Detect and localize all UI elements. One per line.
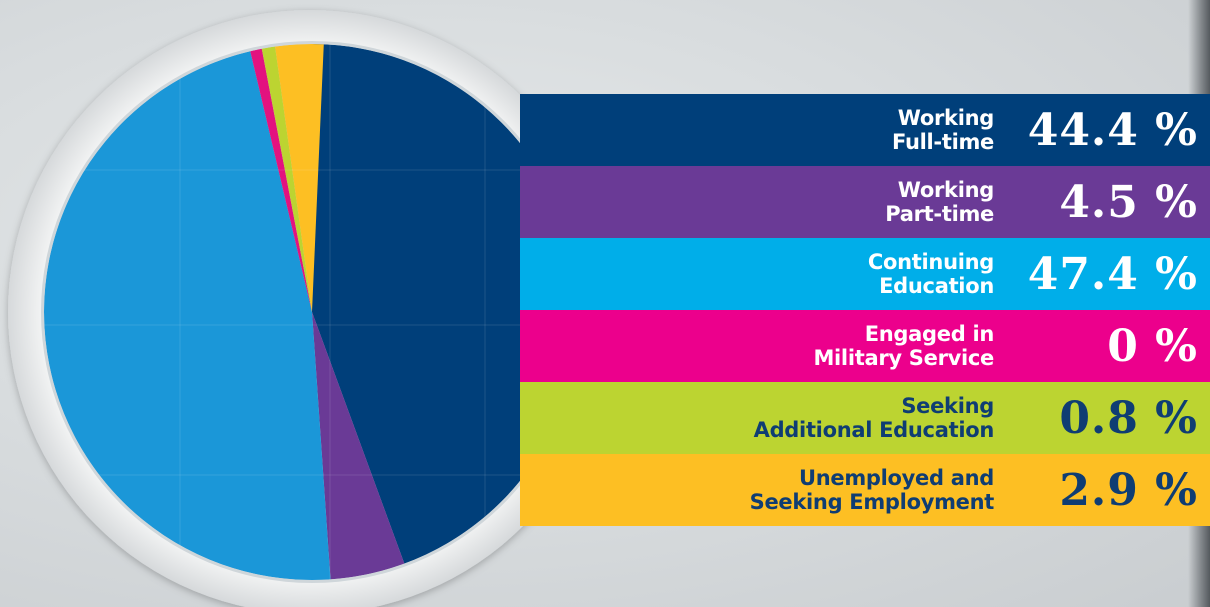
label-line-1: Working — [897, 106, 995, 130]
pie-slice-seeking-additional-education — [261, 46, 312, 313]
band-label: Engaged in Military Service — [813, 322, 1010, 370]
band-seeking-additional-education: Seeking Additional Education 0.8 % — [520, 382, 1210, 454]
label-line-2: Military Service — [813, 346, 994, 370]
band-continuing-education: Continuing Education 47.4 % — [520, 238, 1210, 310]
label-line-1: Engaged in — [864, 322, 995, 346]
band-value: 0 % — [1107, 320, 1198, 372]
band-value: 0.8 % — [1059, 392, 1198, 444]
band-label: Working Full-time — [892, 106, 1010, 154]
band-label: Working Part-time — [885, 178, 1010, 226]
band-label: Continuing Education — [868, 250, 1010, 298]
label-line-2: Full-time — [891, 130, 994, 154]
band-value: 47.4 % — [1027, 248, 1198, 300]
band-value: 2.9 % — [1059, 464, 1198, 516]
label-line-2: Additional Education — [753, 418, 995, 442]
band-unemployed-seeking-employment: Unemployed and Seeking Employment 2.9 % — [520, 454, 1210, 526]
pie-slice-working-part-time — [312, 312, 405, 580]
pie-slices — [44, 44, 580, 580]
label-line-2: Education — [879, 274, 994, 298]
band-value: 4.5 % — [1059, 176, 1198, 228]
pie-chart — [8, 10, 612, 607]
pie-slice-continuing-education — [44, 51, 331, 580]
band-working-part-time: Working Part-time 4.5 % — [520, 166, 1210, 238]
label-line-1: Continuing — [867, 250, 994, 274]
band-military-service: Engaged in Military Service 0 % — [520, 310, 1210, 382]
legend-bands: Working Full-time 44.4 % Working Part-time… — [520, 94, 1210, 526]
pie-svg — [8, 10, 612, 607]
label-line-2: Seeking Employment — [749, 490, 995, 514]
label-line-1: Unemployed and — [798, 466, 994, 490]
pie-slice-working-full-time — [312, 44, 580, 564]
label-line-1: Working — [897, 178, 995, 202]
band-label: Unemployed and Seeking Employment — [750, 466, 1010, 514]
label-line-2: Part-time — [885, 202, 994, 226]
pie-slice-unemployed-and-seeking-employment — [275, 44, 324, 313]
band-working-full-time: Working Full-time 44.4 % — [520, 94, 1210, 166]
label-line-1: Seeking — [901, 394, 994, 418]
pie-grid-overlay — [44, 44, 580, 580]
band-label: Seeking Additional Education — [754, 394, 1010, 442]
band-value: 44.4 % — [1027, 104, 1198, 156]
pie-slice-engaged-in-military-service — [250, 48, 312, 313]
